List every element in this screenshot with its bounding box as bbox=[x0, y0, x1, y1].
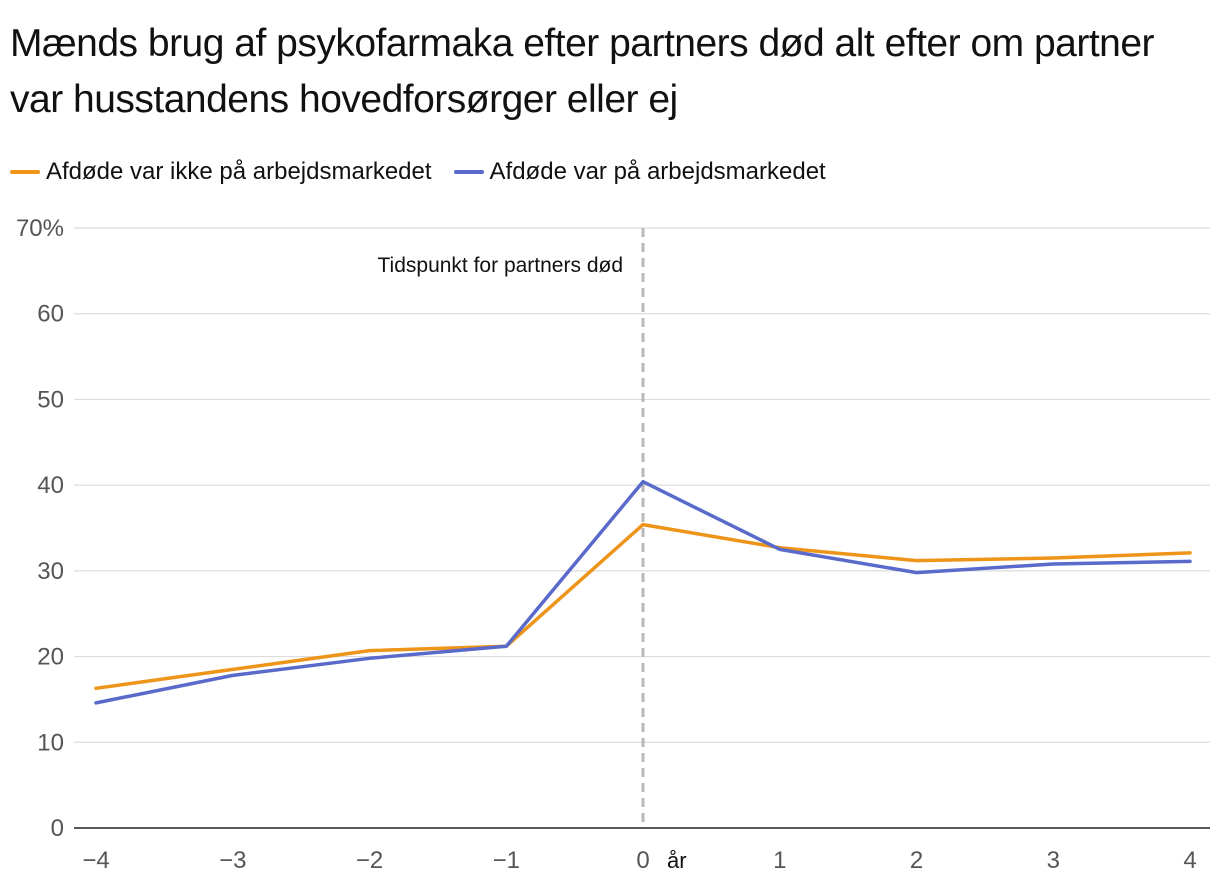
y-tick-label-0: 0 bbox=[51, 815, 64, 842]
y-tick-label-50: 50 bbox=[37, 386, 64, 413]
legend-swatch-series-1 bbox=[10, 170, 40, 174]
y-tick-label-40: 40 bbox=[37, 472, 64, 499]
legend-label-series-2: Afdøde var på arbejdsmarkedet bbox=[489, 158, 826, 185]
x-tick-label-2: −2 bbox=[356, 847, 383, 874]
x-tick-label-7: 3 bbox=[1047, 847, 1060, 874]
series-line-1 bbox=[94, 522, 1192, 691]
y-tick-label-60: 60 bbox=[37, 301, 64, 328]
x-tick-label-6: 2 bbox=[910, 847, 923, 874]
y-tick-label-10: 10 bbox=[37, 729, 64, 756]
y-tick-label-20: 20 bbox=[37, 644, 64, 671]
chart-title: Mænds brug af psykofarmaka efter partner… bbox=[10, 22, 1155, 121]
legend-swatch-series-2 bbox=[453, 170, 484, 174]
legend-item-series-2: Afdøde var på arbejdsmarkedet bbox=[453, 158, 826, 186]
annotation-label: Tidspunkt for partners død bbox=[378, 254, 624, 277]
x-tick-label-4: 0 bbox=[636, 847, 649, 874]
x-tick-label-0: −4 bbox=[82, 847, 109, 874]
x-unit-label: år bbox=[667, 848, 687, 873]
x-tick-label-5: 1 bbox=[773, 847, 786, 874]
x-tick-label-8: 4 bbox=[1183, 847, 1196, 874]
x-tick-label-1: −3 bbox=[219, 847, 246, 874]
y-tick-label-70: 70% bbox=[16, 215, 64, 242]
y-tick-label-30: 30 bbox=[37, 558, 64, 585]
legend-item-series-1: Afdøde var ikke på arbejdsmarkedet bbox=[10, 158, 432, 186]
legend: Afdøde var ikke på arbejdsmarkedet Afdød… bbox=[10, 158, 848, 186]
x-tick-label-3: −1 bbox=[493, 847, 520, 874]
legend-label-series-1: Afdøde var ikke på arbejdsmarkedet bbox=[46, 158, 432, 185]
series-line-2 bbox=[94, 479, 1192, 705]
